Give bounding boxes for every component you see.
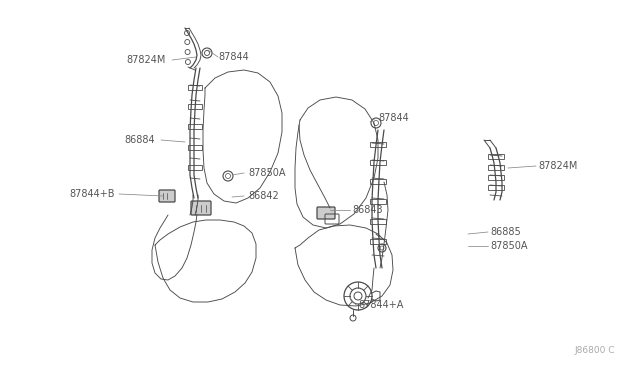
Text: 86842: 86842	[248, 191, 279, 201]
Text: 87850A: 87850A	[248, 168, 285, 178]
FancyBboxPatch shape	[317, 207, 335, 219]
FancyBboxPatch shape	[191, 201, 211, 215]
Bar	[370, 160, 386, 165]
Text: 87844+B: 87844+B	[70, 189, 115, 199]
Bar	[370, 219, 386, 224]
Text: J86800 C: J86800 C	[575, 346, 615, 355]
Text: 87844+A: 87844+A	[358, 300, 403, 310]
Bar	[188, 165, 202, 170]
Bar	[188, 145, 202, 150]
Text: 87844: 87844	[218, 52, 249, 62]
Bar	[188, 124, 202, 129]
Text: 86885: 86885	[490, 227, 521, 237]
Bar	[488, 154, 504, 159]
FancyBboxPatch shape	[159, 190, 175, 202]
Bar	[370, 179, 386, 184]
Text: 86884: 86884	[124, 135, 155, 145]
Bar	[488, 175, 504, 180]
Text: 87850A: 87850A	[490, 241, 527, 251]
Bar	[370, 199, 386, 204]
Bar	[370, 239, 386, 244]
Bar	[188, 85, 202, 90]
Bar	[370, 142, 386, 147]
Text: 87844: 87844	[378, 113, 409, 123]
Text: 87824M: 87824M	[538, 161, 577, 171]
Bar	[188, 104, 202, 109]
Bar	[488, 185, 504, 190]
Text: 87824M: 87824M	[127, 55, 166, 65]
Text: 86843: 86843	[352, 205, 383, 215]
Bar	[488, 165, 504, 170]
